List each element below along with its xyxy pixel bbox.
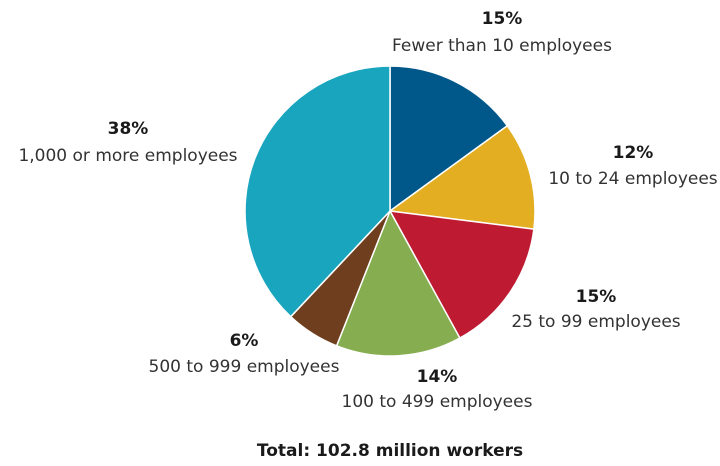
pie-slice-6 xyxy=(244,65,391,318)
slice-value-label-2: 12% xyxy=(613,143,654,163)
slice-value-label-4: 14% xyxy=(417,367,458,387)
pie-slices xyxy=(244,65,536,357)
slice-value-label-1: 15% xyxy=(482,9,523,29)
slice-value-label-3: 15% xyxy=(576,287,617,307)
pie-slice-1 xyxy=(389,65,509,213)
slice-category-label-5: 500 to 999 employees xyxy=(149,357,340,377)
slice-value-label-5: 6% xyxy=(230,331,259,351)
pie-slice-4 xyxy=(335,209,461,357)
slice-category-label-6: 1,000 or more employees xyxy=(18,146,237,166)
total-label: Total: 102.8 million workers xyxy=(257,441,523,461)
pie-slice-2 xyxy=(388,124,536,231)
slice-value-label-6: 38% xyxy=(108,119,149,139)
slice-category-label-3: 25 to 99 employees xyxy=(511,312,680,332)
pie-slice-3 xyxy=(388,210,535,340)
slice-category-label-1: Fewer than 10 employees xyxy=(392,36,612,56)
slice-category-label-4: 100 to 499 employees xyxy=(342,392,533,412)
pie-labels: 15% Fewer than 10 employees 12% 10 to 24 em… xyxy=(18,9,717,412)
slice-category-label-2: 10 to 24 employees xyxy=(548,169,717,189)
